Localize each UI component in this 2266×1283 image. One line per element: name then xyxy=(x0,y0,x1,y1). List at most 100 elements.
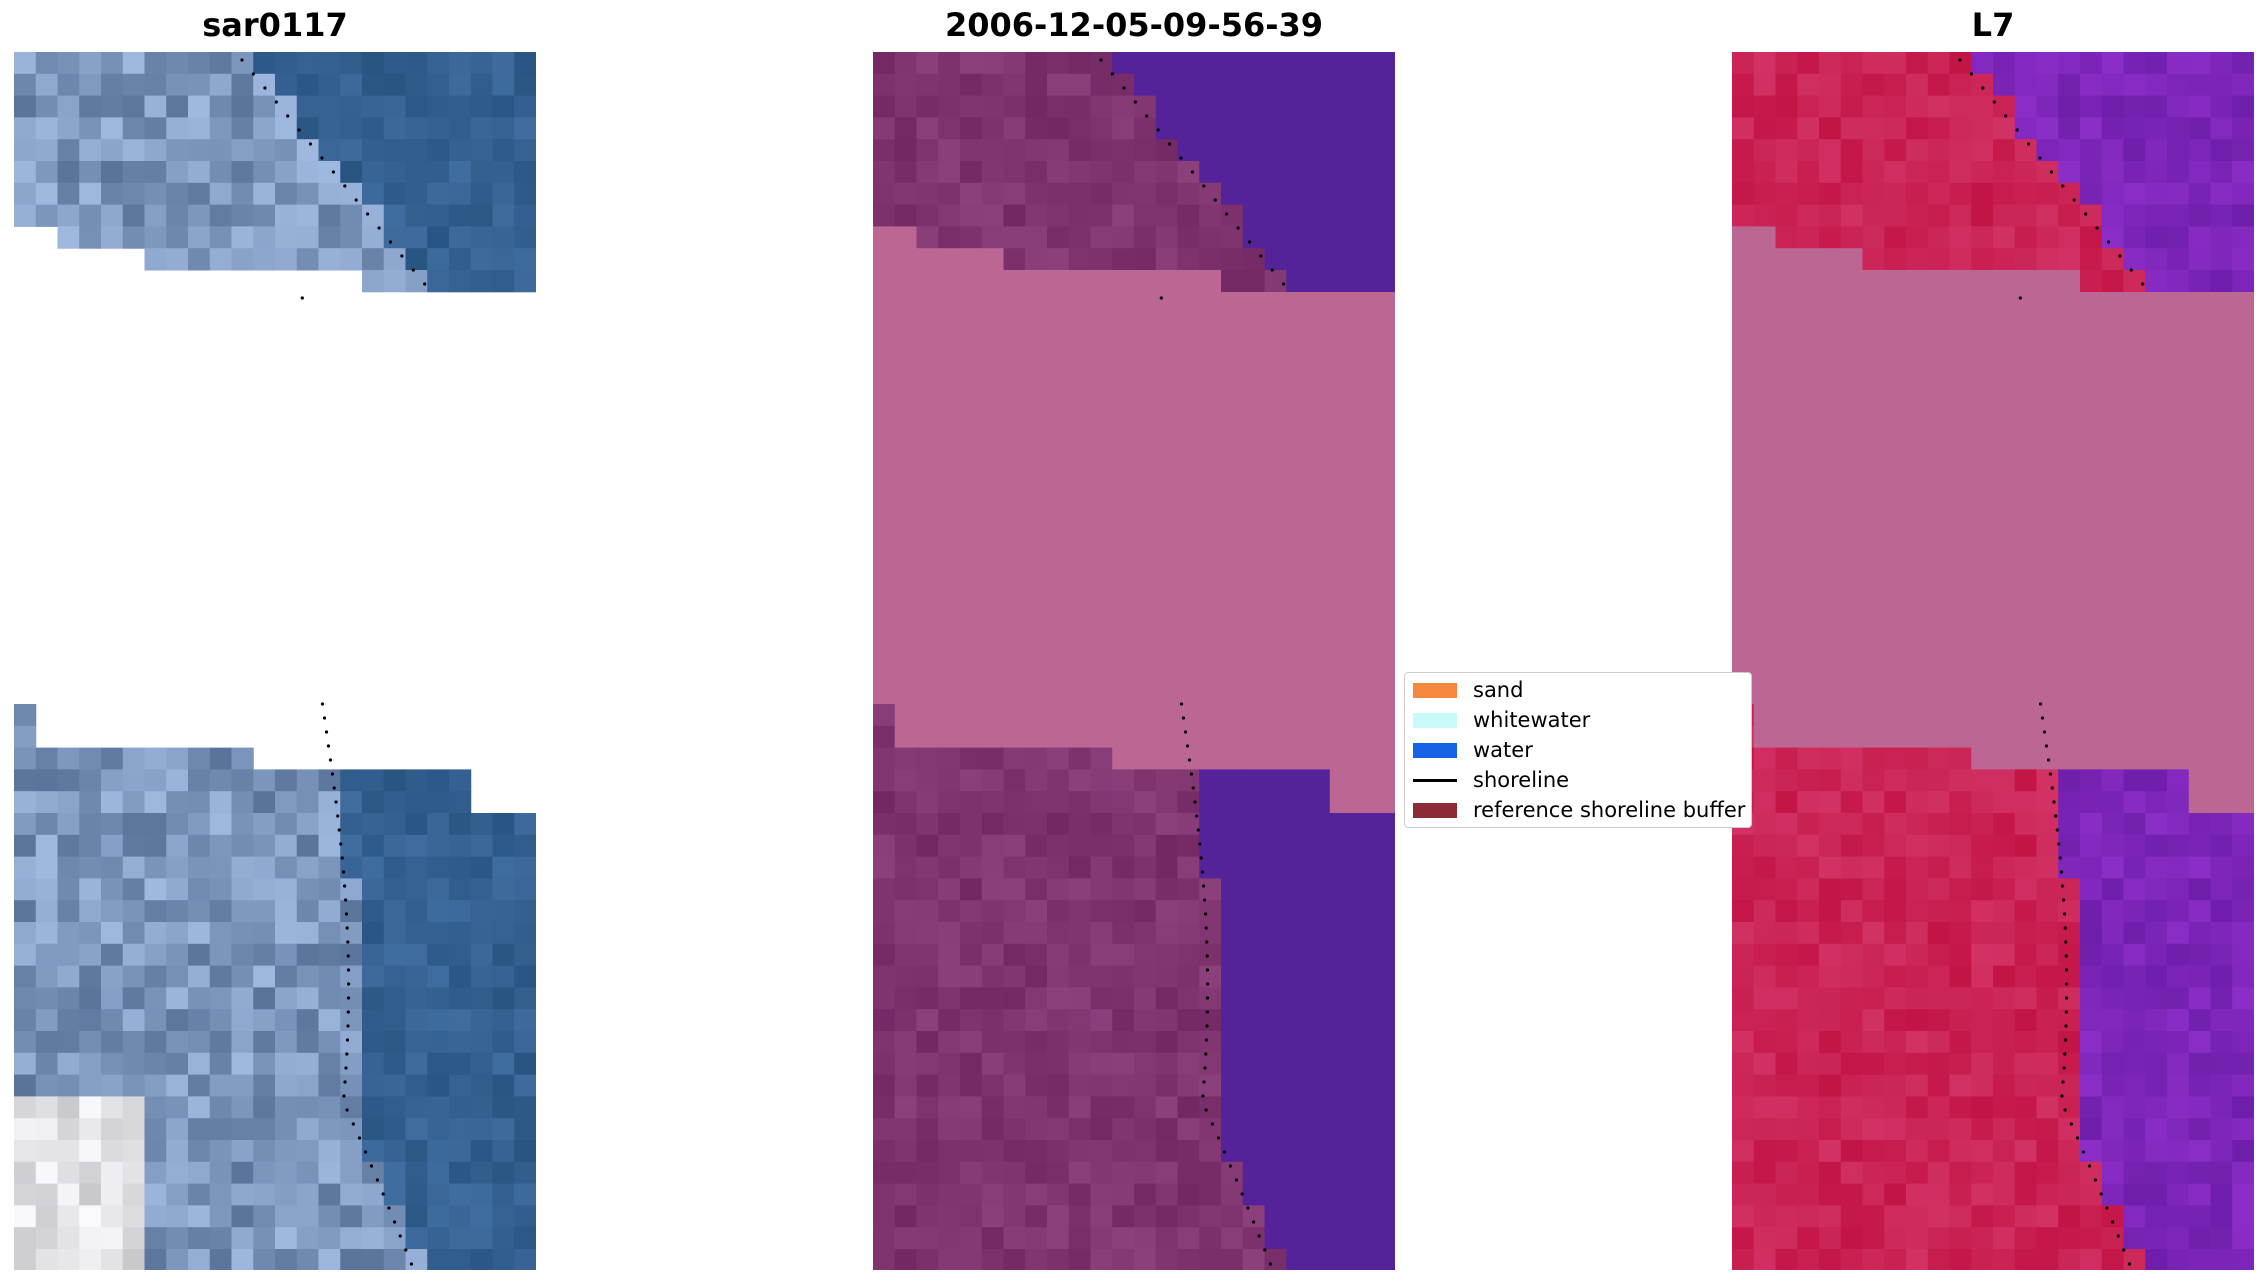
pixel-cell xyxy=(1884,878,1907,901)
pixel-cell xyxy=(1753,1183,1776,1206)
pixel-cell xyxy=(470,856,493,879)
pixel-cell xyxy=(873,1009,896,1032)
pixel-cell xyxy=(1090,204,1113,227)
shoreline-dot xyxy=(330,772,334,776)
shoreline-dot xyxy=(1190,170,1194,174)
pixel-cell xyxy=(2145,1031,2168,1054)
pixel-cell xyxy=(253,834,276,858)
pixel-cell xyxy=(960,878,983,901)
pixel-cell xyxy=(144,117,167,140)
pixel-cell xyxy=(427,1140,450,1163)
pixel-cell xyxy=(253,182,276,206)
pixel-cell xyxy=(1025,769,1048,792)
pixel-cell xyxy=(1949,965,1972,988)
pixel-cell xyxy=(101,813,124,836)
pixel-cell xyxy=(1732,834,1755,858)
pixel-cell xyxy=(166,95,189,118)
pixel-cell xyxy=(894,139,917,162)
pixel-cell xyxy=(1775,965,1798,988)
pixel-cell xyxy=(1068,1052,1091,1076)
pixel-cell xyxy=(2123,1205,2146,1228)
pixel-cell xyxy=(916,987,939,1010)
pixel-cell xyxy=(1047,270,1070,293)
pixel-cell xyxy=(514,1205,536,1228)
pixel-cell xyxy=(1949,226,1972,249)
pixel-cell xyxy=(1797,248,1820,271)
shoreline-dot xyxy=(344,1066,348,1070)
pixel-cell xyxy=(362,1161,385,1185)
pixel-cell xyxy=(166,1161,189,1185)
pixel-cell xyxy=(1068,1074,1091,1097)
pixel-cell xyxy=(1025,248,1048,271)
pixel-cell xyxy=(981,878,1004,901)
pixel-cell xyxy=(231,161,254,184)
pixel-cell xyxy=(1134,922,1157,945)
shoreline-dot xyxy=(2059,870,2064,874)
pixel-cell xyxy=(57,161,80,184)
pixel-cell xyxy=(873,987,896,1010)
pixel-cell xyxy=(188,922,211,945)
pixel-cell xyxy=(1025,725,1048,749)
pixel-cell xyxy=(253,1118,276,1141)
pixel-cell xyxy=(1090,161,1113,184)
pixel-cell xyxy=(340,1052,363,1076)
pixel-cell xyxy=(1112,769,1135,792)
shoreline-dot xyxy=(2046,758,2051,762)
pixel-cell xyxy=(1862,1052,1885,1076)
pixel-cell xyxy=(2210,813,2233,836)
pixel-cell xyxy=(35,95,58,118)
pixel-cell xyxy=(1884,1249,1907,1270)
pixel-cell xyxy=(470,834,493,858)
pixel-cell xyxy=(1949,204,1972,227)
pixel-cell xyxy=(1351,856,1374,879)
pixel-cell xyxy=(492,834,515,858)
pixel-cell xyxy=(1971,878,1994,901)
pixel-cell xyxy=(1884,834,1907,858)
pixel-cell xyxy=(383,1227,406,1250)
pixel-cell xyxy=(101,856,124,879)
pixel-cell xyxy=(1351,1118,1374,1141)
shoreline-dot xyxy=(1204,1052,1208,1056)
pixel-cell xyxy=(1242,878,1265,901)
pixel-cell xyxy=(2167,1118,2190,1141)
pixel-cell xyxy=(1090,704,1113,727)
pixel-cell xyxy=(1753,704,1776,727)
pixel-cell xyxy=(2232,1140,2254,1163)
pixel-cell xyxy=(938,182,961,206)
pixel-cell xyxy=(1177,900,1200,923)
pixel-cell xyxy=(1949,1009,1972,1032)
pixel-cell xyxy=(340,1161,363,1185)
pixel-cell xyxy=(296,226,319,249)
pixel-cell xyxy=(1068,769,1091,792)
pixel-cell xyxy=(35,922,58,945)
pixel-cell xyxy=(296,834,319,858)
pixel-cell xyxy=(1862,1074,1885,1097)
pixel-cell xyxy=(981,226,1004,249)
pixel-cell xyxy=(1134,791,1157,814)
pixel-cell xyxy=(1264,791,1287,814)
pixel-cell xyxy=(873,1249,896,1270)
pixel-cell xyxy=(340,943,363,967)
shoreline-dot xyxy=(1225,212,1229,216)
pixel-cell xyxy=(1775,834,1798,858)
pixel-cell xyxy=(2145,791,2168,814)
pixel-cell xyxy=(1155,747,1178,770)
shoreline-dot xyxy=(398,1234,402,1238)
pixel-cell xyxy=(1329,248,1352,271)
pixel-cell xyxy=(1373,769,1395,792)
pixel-cell xyxy=(405,73,428,97)
pixel-cell xyxy=(1373,813,1395,836)
pixel-cell xyxy=(209,769,232,792)
pixel-cell xyxy=(1775,900,1798,923)
pixel-cell xyxy=(57,834,80,858)
pixel-cell xyxy=(1862,73,1885,97)
pixel-cell xyxy=(1286,878,1309,901)
pixel-cell xyxy=(2036,704,2059,727)
pixel-cell xyxy=(1927,834,1950,858)
pixel-cell xyxy=(144,987,167,1010)
pixel-cell xyxy=(1884,1140,1907,1163)
pixel-cell xyxy=(981,1140,1004,1163)
pixel-cell xyxy=(1797,1031,1820,1054)
pixel-cell xyxy=(79,139,102,162)
shoreline-dot xyxy=(1133,100,1137,104)
